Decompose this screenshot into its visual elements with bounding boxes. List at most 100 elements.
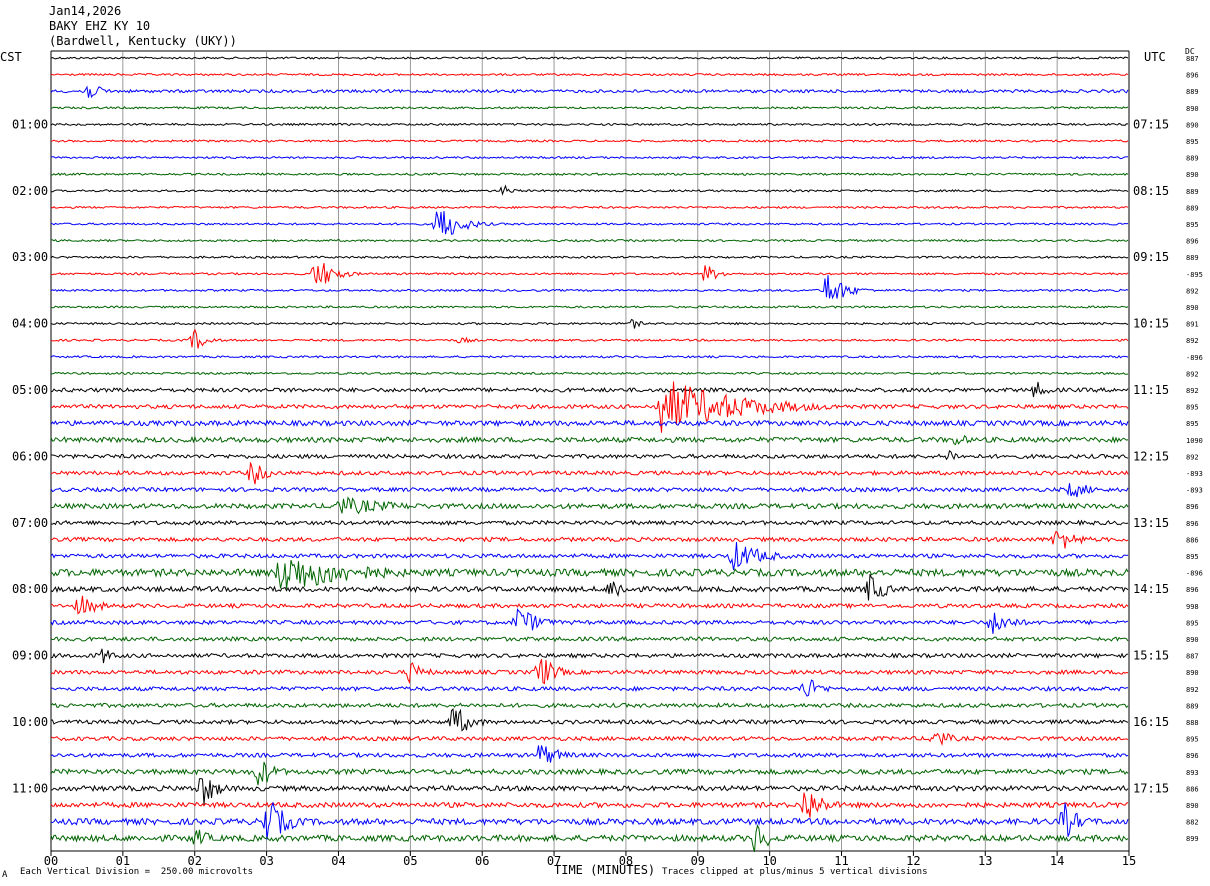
seismic-trace-row-6 bbox=[50, 155, 1129, 160]
dc-value: 892 bbox=[1186, 686, 1199, 694]
dc-value: 896 bbox=[1186, 586, 1199, 594]
seismic-trace-row-34 bbox=[50, 607, 1129, 634]
right-hour-label: 13:15 bbox=[1133, 516, 1169, 530]
dc-value: 896 bbox=[1186, 238, 1199, 246]
clip-note: Traces clipped at plus/minus 5 vertical … bbox=[662, 867, 928, 877]
x-tick-label-03: 03 bbox=[259, 854, 273, 868]
seismic-trace-row-32 bbox=[50, 574, 1129, 601]
x-tick-label-09: 09 bbox=[691, 854, 705, 868]
seismic-trace-row-41 bbox=[50, 732, 1129, 746]
seismic-trace-row-1 bbox=[50, 72, 1129, 77]
seismic-trace-row-20 bbox=[50, 381, 1129, 398]
seismic-trace-row-29 bbox=[50, 530, 1129, 549]
dc-value: -893 bbox=[1186, 487, 1203, 495]
x-tick-label-04: 04 bbox=[331, 854, 345, 868]
dc-value: 895 bbox=[1186, 619, 1199, 627]
seismic-trace-row-23 bbox=[50, 435, 1129, 446]
dc-value: 892 bbox=[1186, 453, 1199, 461]
seismic-trace-row-47 bbox=[50, 824, 1129, 853]
seismic-trace-row-33 bbox=[50, 595, 1129, 615]
seismic-trace-row-8 bbox=[50, 184, 1129, 196]
dc-value: 899 bbox=[1186, 835, 1199, 843]
header-date: Jan14,2026 bbox=[49, 4, 122, 18]
dc-value: 882 bbox=[1186, 819, 1199, 827]
x-tick-label-08: 08 bbox=[619, 854, 633, 868]
left-hour-label: 03:00 bbox=[12, 250, 48, 264]
dc-value: 896 bbox=[1186, 503, 1199, 511]
dc-value: 890 bbox=[1186, 636, 1199, 644]
dc-value: 1090 bbox=[1186, 437, 1203, 445]
dc-value: 891 bbox=[1186, 321, 1199, 329]
seismic-trace-row-7 bbox=[50, 172, 1129, 177]
seismic-trace-row-45 bbox=[50, 792, 1129, 818]
dc-value: 886 bbox=[1186, 785, 1199, 793]
dc-value: 896 bbox=[1186, 72, 1199, 80]
dc-value: 895 bbox=[1186, 420, 1199, 428]
left-hour-label: 01:00 bbox=[12, 117, 48, 131]
seismic-trace-row-2 bbox=[50, 85, 1129, 99]
right-hour-label: 11:15 bbox=[1133, 383, 1169, 397]
left-hour-label: 08:00 bbox=[12, 582, 48, 596]
dc-value: -896 bbox=[1186, 354, 1203, 362]
left-hour-label: 07:00 bbox=[12, 516, 48, 530]
dc-value: 892 bbox=[1186, 370, 1199, 378]
x-tick-label-15: 15 bbox=[1122, 854, 1136, 868]
x-tick-label-02: 02 bbox=[188, 854, 202, 868]
seismic-trace-row-15 bbox=[50, 305, 1129, 309]
dc-value: 895 bbox=[1186, 404, 1199, 412]
x-tick-label-13: 13 bbox=[978, 854, 992, 868]
left-hour-label: 05:00 bbox=[12, 383, 48, 397]
left-timezone-label: CST bbox=[0, 50, 22, 64]
dc-value: 895 bbox=[1186, 736, 1199, 744]
seismic-trace-row-4 bbox=[50, 122, 1129, 127]
seismic-trace-row-37 bbox=[50, 659, 1129, 685]
x-tick-label-14: 14 bbox=[1050, 854, 1064, 868]
x-tick-label-10: 10 bbox=[762, 854, 776, 868]
seismic-trace-row-43 bbox=[50, 761, 1129, 786]
seismic-trace-row-39 bbox=[50, 702, 1129, 709]
x-tick-label-06: 06 bbox=[475, 854, 489, 868]
left-hour-label: 11:00 bbox=[12, 781, 48, 795]
dc-value: 892 bbox=[1186, 337, 1199, 345]
right-hour-label: 15:15 bbox=[1133, 649, 1169, 663]
seismic-trace-row-46 bbox=[50, 801, 1129, 840]
seismic-trace-row-31 bbox=[50, 559, 1129, 589]
dc-value: 896 bbox=[1186, 520, 1199, 528]
x-tick-label-11: 11 bbox=[834, 854, 848, 868]
scale-note: Each Vertical Division = 250.00 microvol… bbox=[20, 867, 253, 877]
dc-value: 886 bbox=[1186, 536, 1199, 544]
header-location: (Bardwell, Kentucky (UKY)) bbox=[49, 34, 237, 48]
seismic-trace-row-11 bbox=[50, 238, 1129, 243]
left-hour-label: 02:00 bbox=[12, 184, 48, 198]
seismic-trace-row-35 bbox=[50, 635, 1129, 643]
x-tick-label-05: 05 bbox=[403, 854, 417, 868]
seismic-trace-row-19 bbox=[51, 371, 1129, 376]
seismic-trace-row-13 bbox=[50, 263, 1129, 284]
right-hour-label: 14:15 bbox=[1133, 582, 1169, 596]
dc-value: 896 bbox=[1186, 752, 1199, 760]
dc-value: 998 bbox=[1186, 603, 1199, 611]
dc-value: 889 bbox=[1186, 254, 1199, 262]
dc-value: -895 bbox=[1186, 271, 1203, 279]
seismic-trace-row-26 bbox=[50, 483, 1129, 498]
seismic-trace-row-42 bbox=[50, 745, 1129, 763]
dc-value: 889 bbox=[1186, 188, 1199, 196]
seismic-trace-row-16 bbox=[50, 318, 1129, 329]
x-tick-label-00: 00 bbox=[44, 854, 58, 868]
seismic-trace-row-25 bbox=[50, 462, 1129, 485]
right-hour-label: 12:15 bbox=[1133, 449, 1169, 463]
dc-value: 895 bbox=[1186, 553, 1199, 561]
dc-value: 892 bbox=[1186, 287, 1199, 295]
dc-value: 890 bbox=[1186, 171, 1199, 179]
right-hour-label: 17:15 bbox=[1133, 781, 1169, 795]
dc-value: 887 bbox=[1186, 653, 1199, 661]
seismic-trace-row-40 bbox=[50, 707, 1129, 732]
corner-mark: A bbox=[2, 870, 8, 880]
seismic-trace-row-12 bbox=[50, 255, 1129, 259]
seismic-trace-row-5 bbox=[50, 139, 1129, 143]
dc-value: 890 bbox=[1186, 121, 1199, 129]
header-station: BAKY EHZ KY 10 bbox=[49, 19, 151, 33]
left-hour-label: 10:00 bbox=[12, 715, 48, 729]
right-hour-label: 08:15 bbox=[1133, 184, 1169, 198]
right-hour-label: 16:15 bbox=[1133, 715, 1169, 729]
